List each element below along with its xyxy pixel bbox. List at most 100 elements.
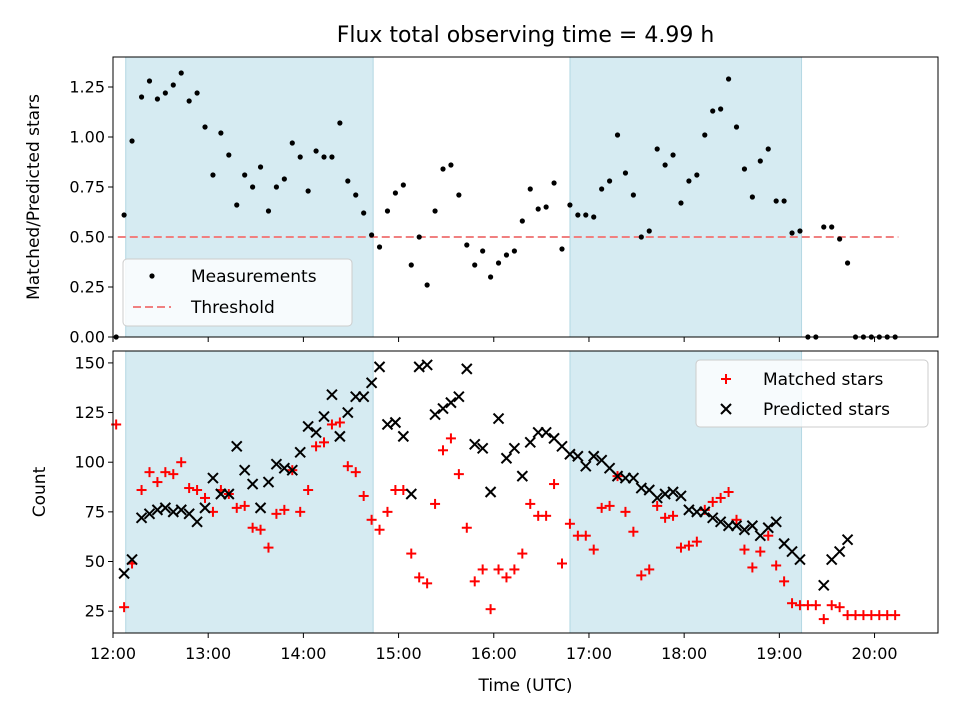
shaded-region xyxy=(569,56,803,338)
matched-star-point xyxy=(438,445,448,456)
matched-star-point xyxy=(295,506,306,517)
cross-b xyxy=(707,512,719,524)
cross-b xyxy=(730,520,743,532)
matched-star-point xyxy=(715,492,726,503)
predicted-star-point xyxy=(126,553,138,566)
measurement-point xyxy=(694,172,700,178)
legend-marker-predicted xyxy=(720,403,732,415)
cross-b xyxy=(199,502,211,514)
x-tick-label: 16:00 xyxy=(471,644,517,663)
matched-star-point xyxy=(311,441,322,452)
measurement-point xyxy=(646,228,652,234)
cross-b xyxy=(556,440,568,453)
matched-star-point xyxy=(247,522,258,533)
cross-b xyxy=(651,492,663,504)
measurement-point xyxy=(242,172,248,178)
predicted-star-point xyxy=(231,440,243,453)
predicted-star-point xyxy=(199,502,211,514)
cross-b xyxy=(500,452,513,464)
cross-b xyxy=(246,478,259,490)
matched-star-point xyxy=(469,576,480,587)
cross-b xyxy=(254,502,267,514)
cross-b xyxy=(310,426,322,439)
cross-b xyxy=(262,476,275,488)
measurement-point xyxy=(710,108,716,114)
measurement-point xyxy=(829,224,835,230)
cross-b xyxy=(770,516,782,528)
matched-star-point xyxy=(144,467,155,478)
measurement-point xyxy=(345,178,351,184)
matched-star-point xyxy=(168,469,179,480)
cross-b xyxy=(118,567,130,580)
matched-star-point xyxy=(596,502,607,513)
matched-star-point xyxy=(119,602,130,613)
measurement-point xyxy=(353,192,359,198)
predicted-star-point xyxy=(118,567,130,580)
matched-star-point xyxy=(604,500,615,511)
measurement-point xyxy=(480,248,486,254)
predicted-star-point xyxy=(365,377,378,389)
matched-star-point xyxy=(826,600,837,611)
predicted-star-point xyxy=(730,520,743,532)
cross-b xyxy=(524,436,536,449)
matched-star-point xyxy=(834,602,845,613)
cross-b xyxy=(699,506,711,518)
matched-star-point xyxy=(501,572,512,583)
measurement-point xyxy=(567,202,573,208)
cross-b xyxy=(588,450,600,462)
measurement-point xyxy=(670,152,676,158)
cross-b xyxy=(746,520,759,532)
y-tick-label: 1.00 xyxy=(69,128,105,147)
matched-star-point xyxy=(644,564,655,575)
x-axis-ticks: 12:00 13:00 14:00 15:00 16:00 17:00 18:00 19:00… xyxy=(90,633,898,663)
predicted-star-point xyxy=(342,406,354,419)
cross-b xyxy=(580,460,592,472)
measurement-point xyxy=(551,180,557,186)
matched-star-point xyxy=(200,492,211,503)
legend-box xyxy=(695,359,929,428)
matched-star-point xyxy=(556,558,567,569)
x-tick-label: 17:00 xyxy=(566,644,612,663)
matched-star-point xyxy=(810,600,821,611)
matched-star-point xyxy=(818,614,829,625)
predicted-star-point xyxy=(310,426,322,439)
predicted-star-point xyxy=(373,361,386,373)
measurement-point xyxy=(361,210,367,216)
matched-star-point xyxy=(755,546,766,557)
cross-b xyxy=(778,537,790,550)
matched-star-point xyxy=(723,487,734,497)
cross-b xyxy=(270,458,283,470)
matched-star-point xyxy=(453,469,464,480)
measurement-point xyxy=(329,154,335,160)
predicted-star-point xyxy=(389,416,402,429)
measurement-point xyxy=(448,162,454,168)
measurement-point xyxy=(472,262,478,268)
matched-star-point xyxy=(279,504,290,515)
measurement-point xyxy=(638,234,644,240)
cross-b xyxy=(223,488,235,500)
cross-b xyxy=(183,508,195,520)
y-tick-label: 1.25 xyxy=(69,78,105,97)
measurement-point xyxy=(194,90,200,96)
cross-b xyxy=(603,462,616,474)
measurement-point xyxy=(503,252,510,258)
measurement-point xyxy=(519,218,525,224)
legend-label-predicted: Predicted stars xyxy=(763,400,890,420)
matched-star-point xyxy=(231,502,242,513)
matched-star-point xyxy=(461,522,472,533)
measurement-point xyxy=(289,140,295,146)
cross-b xyxy=(231,440,243,453)
predicted-star-point xyxy=(238,464,251,476)
x-tick-label: 15:00 xyxy=(376,644,422,663)
matched-star-point xyxy=(192,485,203,496)
matched-star-point xyxy=(771,560,782,571)
cross-b xyxy=(595,454,608,466)
cross-b xyxy=(643,484,655,496)
measurement-point xyxy=(218,130,224,136)
cross-b xyxy=(326,388,338,401)
cross-b xyxy=(294,446,306,458)
measurement-point xyxy=(281,176,287,182)
legend: Matched stars Predicted stars xyxy=(695,359,929,428)
matched-star-point xyxy=(374,524,385,535)
predicted-star-point xyxy=(175,504,187,516)
